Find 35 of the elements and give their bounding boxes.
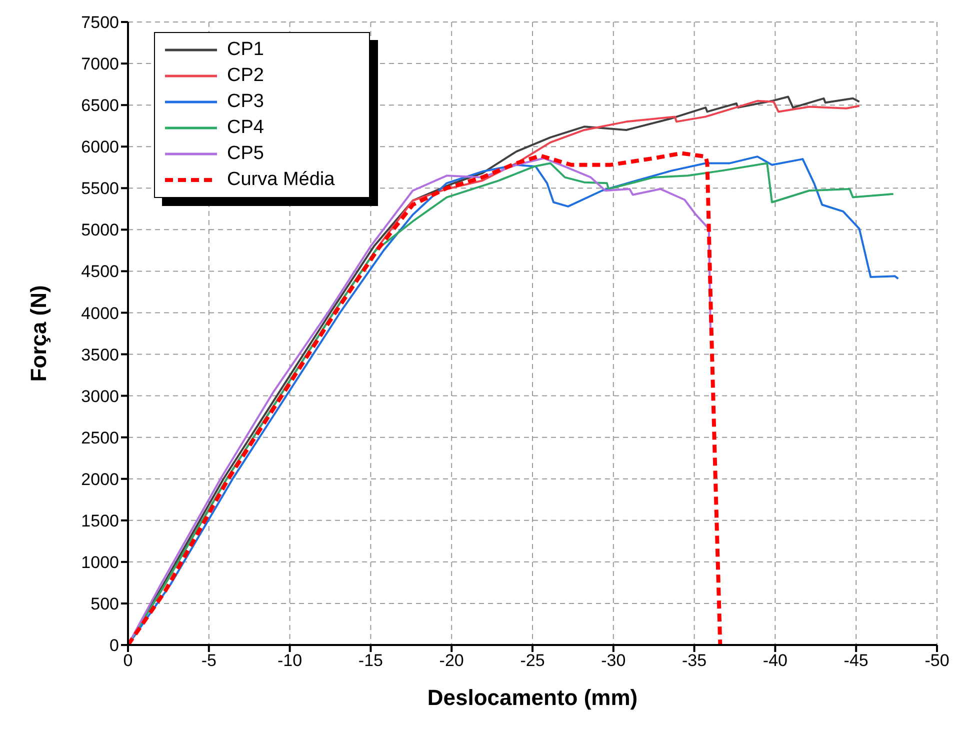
y-tick-label: 1000 bbox=[81, 552, 119, 572]
x-axis-title: Deslocamento (mm) bbox=[427, 685, 638, 710]
x-tick-label: -50 bbox=[924, 651, 950, 670]
x-tick-label: 0 bbox=[123, 651, 133, 670]
x-tick-label: -45 bbox=[844, 651, 868, 670]
y-tick-label: 0 bbox=[110, 636, 119, 656]
y-tick-label: 7500 bbox=[81, 13, 119, 32]
y-tick-label: 7000 bbox=[81, 54, 119, 74]
legend-label: CP4 bbox=[227, 117, 264, 139]
x-tick-label: -10 bbox=[278, 651, 302, 670]
x-tick-label: -30 bbox=[601, 651, 626, 670]
x-tick-label: -40 bbox=[762, 651, 788, 670]
legend-label: CP5 bbox=[227, 143, 264, 165]
y-tick-label: 3500 bbox=[81, 345, 119, 364]
y-tick-label: 4500 bbox=[81, 262, 119, 282]
x-tick-label: -15 bbox=[358, 651, 383, 670]
legend-label: Curva Média bbox=[227, 169, 335, 191]
y-tick-label: 6000 bbox=[81, 138, 119, 157]
y-tick-label: 4000 bbox=[81, 304, 119, 323]
y-tick-label: 500 bbox=[90, 594, 119, 614]
legend-label: CP1 bbox=[227, 39, 264, 61]
y-tick-label: 1500 bbox=[81, 511, 119, 530]
y-tick-label: 3000 bbox=[81, 386, 119, 406]
y-tick-label: 6500 bbox=[81, 96, 119, 116]
legend-label: CP2 bbox=[227, 65, 264, 87]
y-tick-label: 5500 bbox=[81, 179, 119, 198]
x-tick-label: -5 bbox=[201, 651, 216, 670]
y-axis-title: Força (N) bbox=[26, 285, 51, 382]
y-tick-label: 5000 bbox=[81, 220, 119, 240]
y-tick-label: 2500 bbox=[81, 428, 119, 448]
x-tick-label: -35 bbox=[682, 651, 707, 670]
y-tick-label: 2000 bbox=[81, 470, 119, 489]
x-tick-label: -25 bbox=[520, 651, 545, 670]
legend-label: CP3 bbox=[227, 91, 264, 113]
x-tick-label: -20 bbox=[439, 651, 464, 670]
